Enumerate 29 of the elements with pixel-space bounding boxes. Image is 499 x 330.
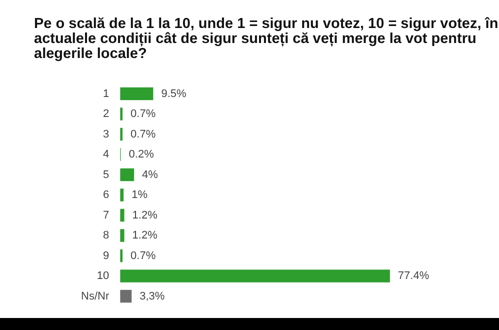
data-label: 77.4%: [398, 270, 430, 282]
bar: [120, 168, 134, 182]
y-tick-label: 2: [102, 108, 110, 120]
y-tick-label: 9: [102, 250, 110, 262]
bar: [120, 87, 154, 100]
data-label: 1%: [132, 189, 148, 202]
bar: [120, 208, 124, 222]
y-tick-label: 3: [102, 128, 110, 140]
y-tick-label: 10: [96, 270, 110, 282]
bar: [120, 229, 124, 242]
y-tick-label: Ns/Nr: [81, 290, 110, 302]
chart-title: Pe o scală de la 1 la 10, unde 1 = sigur nu votez, 10 = sigur votez, în actualele condiții cât de sigur sunteți că veți merge la vot pentru alegerile locale?: [34, 16, 499, 62]
data-label: 0.7%: [130, 108, 156, 120]
bar: [120, 270, 390, 282]
data-label: 1.2%: [132, 230, 158, 242]
data-label: 0.2%: [128, 148, 154, 161]
data-label: 0.7%: [130, 128, 156, 140]
y-tick-label: 5: [102, 168, 110, 181]
data-label: 4%: [142, 168, 158, 181]
y-tick-label: 7: [102, 209, 110, 222]
bar: [120, 290, 132, 303]
y-tick-label: 8: [102, 230, 110, 242]
y-tick-label: 6: [102, 189, 110, 202]
data-label: 3,3%: [140, 290, 165, 302]
data-label: 1.2%: [132, 209, 158, 222]
y-tick-label: 4: [102, 148, 110, 161]
y-tick-label: 1: [102, 88, 110, 100]
data-label: 9.5%: [161, 88, 187, 100]
data-label: 0.7%: [130, 250, 156, 262]
